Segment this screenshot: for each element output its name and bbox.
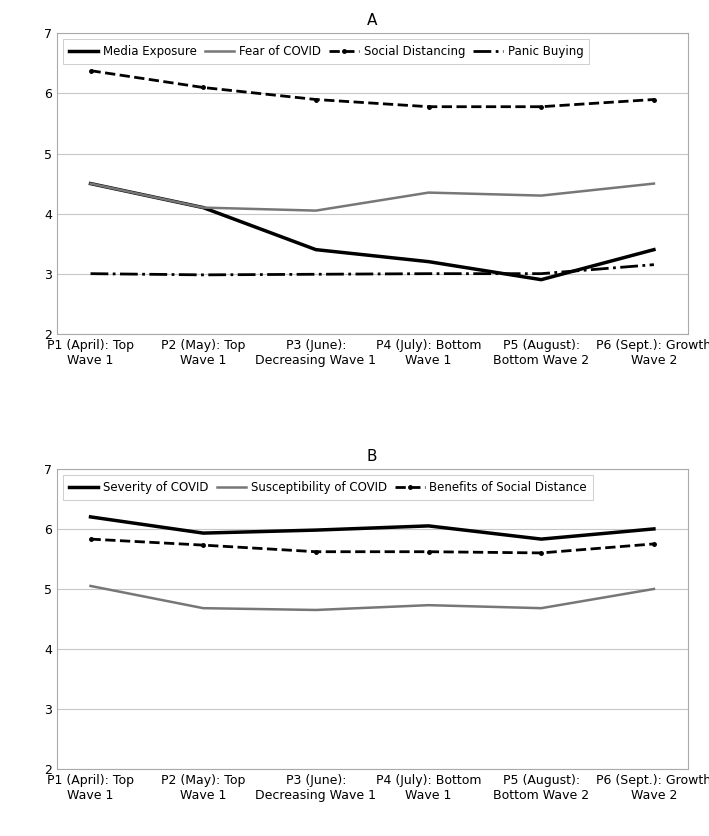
Social Distancing	[86, 66, 95, 76]
Severity of COVID	[649, 524, 658, 534]
Severity of COVID	[86, 512, 95, 522]
Line: Fear of COVID: Fear of COVID	[91, 184, 654, 211]
Fear of COVID	[537, 191, 545, 201]
Panic Buying	[649, 260, 658, 270]
Fear of COVID	[312, 206, 320, 216]
Line: Social Distancing: Social Distancing	[87, 67, 657, 110]
Social Distancing	[649, 94, 658, 104]
Line: Benefits of Social Distance: Benefits of Social Distance	[87, 536, 657, 557]
Fear of COVID	[86, 179, 95, 189]
Benefits of Social Distance	[424, 547, 432, 557]
Line: Susceptibility of COVID: Susceptibility of COVID	[91, 586, 654, 610]
Severity of COVID	[424, 521, 432, 531]
Susceptibility of COVID	[649, 584, 658, 594]
Media Exposure	[424, 257, 432, 267]
Social Distancing	[312, 94, 320, 104]
Social Distancing	[537, 102, 545, 112]
Susceptibility of COVID	[424, 600, 432, 610]
Line: Panic Buying: Panic Buying	[91, 265, 654, 275]
Susceptibility of COVID	[537, 603, 545, 613]
Susceptibility of COVID	[86, 581, 95, 591]
Media Exposure	[537, 275, 545, 285]
Media Exposure	[649, 245, 658, 255]
Line: Severity of COVID: Severity of COVID	[91, 517, 654, 539]
Legend: Severity of COVID, Susceptibility of COVID, Benefits of Social Distance: Severity of COVID, Susceptibility of COV…	[62, 475, 593, 500]
Media Exposure	[86, 179, 95, 189]
Panic Buying	[86, 268, 95, 278]
Title: A: A	[367, 13, 377, 28]
Panic Buying	[312, 269, 320, 279]
Benefits of Social Distance	[649, 539, 658, 549]
Susceptibility of COVID	[312, 605, 320, 615]
Benefits of Social Distance	[537, 548, 545, 558]
Severity of COVID	[312, 525, 320, 535]
Benefits of Social Distance	[199, 540, 208, 550]
Media Exposure	[199, 202, 208, 212]
Fear of COVID	[424, 187, 432, 197]
Line: Media Exposure: Media Exposure	[91, 184, 654, 280]
Susceptibility of COVID	[199, 603, 208, 613]
Benefits of Social Distance	[312, 547, 320, 557]
Media Exposure	[312, 245, 320, 255]
Panic Buying	[199, 270, 208, 280]
Legend: Media Exposure, Fear of COVID, Social Distancing, Panic Buying: Media Exposure, Fear of COVID, Social Di…	[62, 39, 589, 64]
Severity of COVID	[537, 534, 545, 544]
Fear of COVID	[649, 179, 658, 189]
Benefits of Social Distance	[86, 534, 95, 544]
Panic Buying	[424, 268, 432, 278]
Social Distancing	[424, 102, 432, 112]
Fear of COVID	[199, 202, 208, 212]
Panic Buying	[537, 268, 545, 278]
Title: B: B	[367, 448, 377, 463]
Social Distancing	[199, 83, 208, 93]
Severity of COVID	[199, 528, 208, 538]
